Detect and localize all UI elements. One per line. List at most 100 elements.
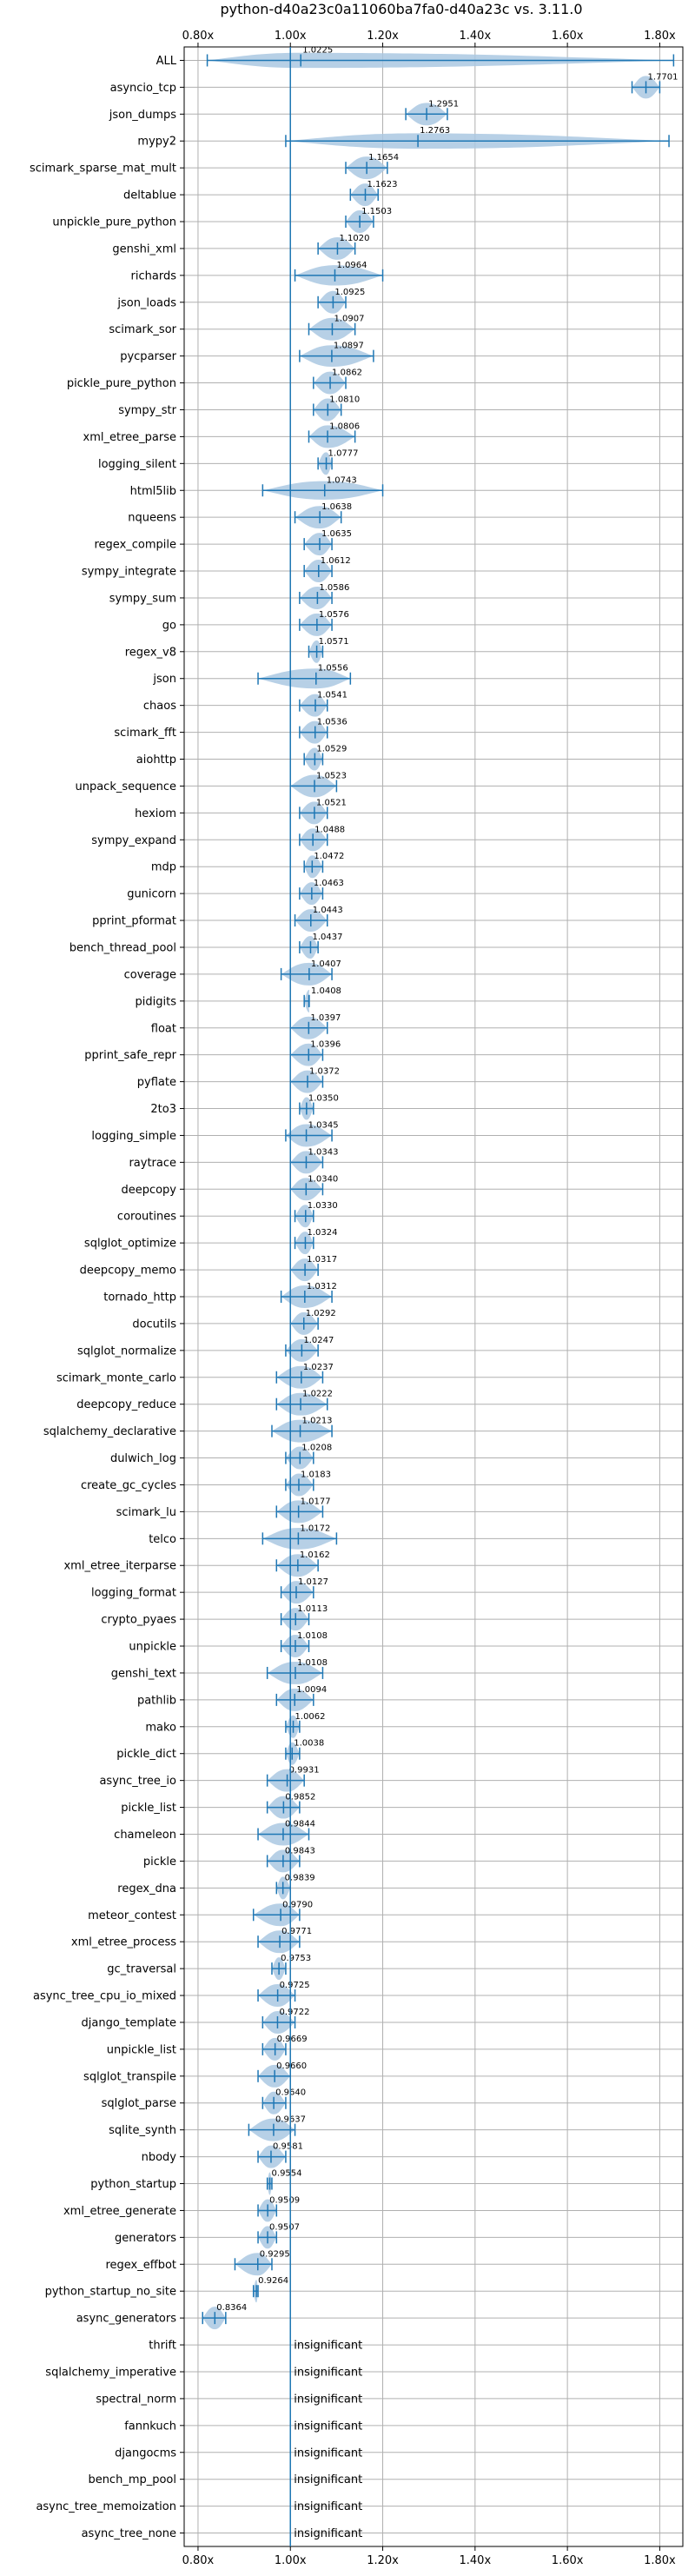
y-tick-label: bench_mp_pool xyxy=(88,2473,176,2486)
value-label: 1.0586 xyxy=(319,583,349,593)
y-tick-label: chameleon xyxy=(114,1829,176,1842)
value-label: 1.0443 xyxy=(313,906,343,915)
y-tick-label: scimark_fft xyxy=(114,727,176,740)
y-tick-label: sqlite_synth xyxy=(109,2124,176,2137)
value-label: 1.0208 xyxy=(301,1444,332,1453)
y-tick-label: mypy2 xyxy=(137,136,176,149)
chart-title: python-d40a23c0a11060ba7fa0-d40a23c vs. … xyxy=(220,1,582,17)
value-label: 0.9554 xyxy=(272,2169,302,2179)
y-tick-label: fannkuch xyxy=(124,2420,176,2433)
value-label: 1.0177 xyxy=(301,1497,331,1506)
y-tick-label: tornado_http xyxy=(103,1291,176,1305)
value-label: 1.0127 xyxy=(298,1577,328,1587)
y-tick-label: hexiom xyxy=(135,807,176,820)
y-tick-label: coroutines xyxy=(117,1211,176,1224)
y-tick-label: pickle_list xyxy=(121,1802,176,1815)
value-label: 1.0925 xyxy=(334,288,365,297)
y-tick-label: pycparser xyxy=(120,350,176,363)
y-tick-label: gunicorn xyxy=(127,888,176,901)
value-label: 1.0397 xyxy=(310,1013,341,1023)
value-label: 0.9722 xyxy=(279,2008,309,2017)
value-label: 1.0108 xyxy=(297,1631,328,1641)
x-tick-label-top: 0.80x xyxy=(182,30,215,43)
y-tick-label: sympy_str xyxy=(118,404,176,417)
value-label: 1.7701 xyxy=(648,72,678,82)
y-tick-label: async_tree_cpu_io_mixed xyxy=(33,1990,176,2003)
y-tick-label: go xyxy=(162,619,176,632)
y-tick-label: pidigits xyxy=(136,995,177,1008)
y-tick-label: 2to3 xyxy=(150,1103,176,1116)
value-label: 1.0317 xyxy=(307,1255,337,1265)
insignificant-label: insignificant xyxy=(294,2527,362,2540)
y-tick-label: async_tree_memoization xyxy=(36,2500,176,2513)
value-label: 1.0407 xyxy=(311,959,341,969)
y-tick-label: python_startup xyxy=(90,2178,176,2191)
y-tick-label: sympy_expand xyxy=(91,834,176,847)
insignificant-label: insignificant xyxy=(294,2366,362,2379)
value-label: 0.9931 xyxy=(289,1766,320,1776)
y-tick-label: scimark_sparse_mat_mult xyxy=(30,163,176,176)
y-tick-label: regex_effbot xyxy=(105,2259,176,2272)
value-label: 1.0094 xyxy=(296,1685,327,1695)
value-label: 0.9790 xyxy=(282,1900,313,1909)
y-tick-label: djangocms xyxy=(115,2447,176,2460)
value-label: 1.0408 xyxy=(311,986,341,996)
value-label: 0.9753 xyxy=(281,1954,311,1963)
value-label: 1.0556 xyxy=(318,664,348,674)
value-label: 1.1654 xyxy=(368,153,399,163)
value-label: 1.0437 xyxy=(312,933,342,942)
y-tick-label: scimark_sor xyxy=(109,323,176,336)
x-tick-label-top: 1.60x xyxy=(552,30,584,43)
value-label: 1.0777 xyxy=(328,448,359,458)
y-tick-label: deepcopy_reduce xyxy=(76,1398,176,1411)
y-tick-label: sqlalchemy_imperative xyxy=(45,2366,176,2379)
y-tick-label: deepcopy xyxy=(121,1184,176,1197)
y-tick-label: deepcopy_memo xyxy=(80,1265,176,1278)
value-label: 1.0463 xyxy=(314,879,344,888)
y-tick-label: pickle_dict xyxy=(116,1748,176,1761)
value-label: 0.9852 xyxy=(285,1793,315,1803)
y-tick-label: json_loads xyxy=(116,296,176,309)
value-label: 0.9264 xyxy=(258,2276,288,2286)
y-tick-label: django_template xyxy=(82,2016,176,2029)
value-label: 1.0635 xyxy=(321,529,352,539)
y-tick-label: regex_dna xyxy=(117,1882,176,1895)
y-tick-label: create_gc_cycles xyxy=(81,1479,176,1492)
y-tick-label: genshi_xml xyxy=(112,242,176,256)
insignificant-label: insignificant xyxy=(294,2393,362,2406)
y-tick-label: gc_traversal xyxy=(107,1963,176,1976)
y-tick-label: sqlglot_parse xyxy=(102,2097,176,2110)
y-tick-label: logging_silent xyxy=(98,458,176,471)
value-label: 1.0964 xyxy=(336,261,367,270)
value-label: 1.0396 xyxy=(310,1040,341,1050)
data-marks: 1.0225 1.7701 1.2951 1.2763 1.1654 1.1623 1.15… xyxy=(202,45,678,2546)
y-tick-label: docutils xyxy=(132,1318,176,1331)
insignificant-label: insignificant xyxy=(294,2420,362,2433)
value-label: 1.1503 xyxy=(361,207,392,216)
value-label: 1.0488 xyxy=(314,825,345,834)
value-label: 1.2951 xyxy=(428,99,459,109)
value-label: 1.0897 xyxy=(334,342,364,351)
value-label: 1.1623 xyxy=(367,180,398,189)
value-label: 0.9725 xyxy=(280,1981,310,1990)
value-label: 1.0372 xyxy=(309,1067,340,1077)
x-tick-label-top: 1.80x xyxy=(644,30,676,43)
y-tick-label: html5lib xyxy=(130,485,176,498)
value-label: 1.0312 xyxy=(307,1282,337,1291)
value-label: 1.0806 xyxy=(329,422,360,431)
y-tick-label: nqueens xyxy=(128,512,176,525)
y-tick-label: deltablue xyxy=(123,189,176,202)
y-tick-label: pprint_safe_repr xyxy=(84,1049,176,1062)
y-tick-label: mako xyxy=(145,1721,176,1734)
value-label: 0.8364 xyxy=(216,2303,247,2313)
y-tick-label: crypto_pyaes xyxy=(101,1614,176,1627)
y-tick-label: bench_thread_pool xyxy=(70,941,176,954)
value-label: 0.9839 xyxy=(285,1873,315,1882)
y-tick-label: scimark_monte_carlo xyxy=(56,1371,176,1384)
y-tick-label: genshi_text xyxy=(111,1667,176,1680)
value-label: 1.0743 xyxy=(327,475,357,485)
value-label: 1.0345 xyxy=(308,1120,339,1130)
y-tick-label: raytrace xyxy=(129,1157,176,1170)
insignificant-label: insignificant xyxy=(294,2473,362,2486)
